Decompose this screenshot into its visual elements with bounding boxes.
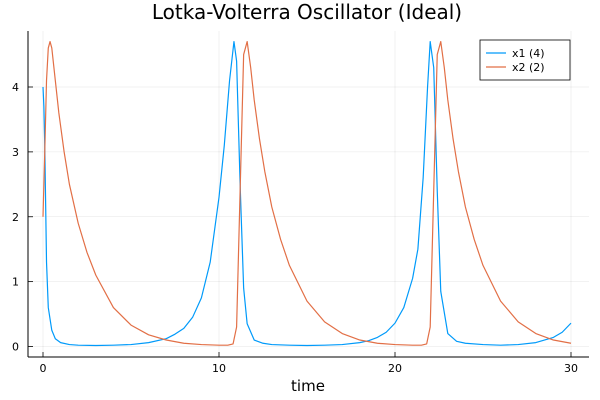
y-tick-label: 0 xyxy=(12,341,19,354)
grid xyxy=(28,31,589,357)
x-tick-label: 20 xyxy=(388,362,402,375)
x-tick-label: 30 xyxy=(564,362,578,375)
series-line-1 xyxy=(42,40,572,347)
y-tick-label: 2 xyxy=(12,211,19,224)
chart-title: Lotka-Volterra Oscillator (Ideal) xyxy=(152,0,462,24)
axes xyxy=(27,31,589,358)
y-tick-label: 3 xyxy=(12,146,19,159)
y-tick-label: 1 xyxy=(12,276,19,289)
x-tick-label: 0 xyxy=(40,362,47,375)
legend-label-1: x1 (4) xyxy=(512,47,545,60)
legend-box xyxy=(479,39,571,81)
tick-labels: 0 10 20 30 0 1 2 3 4 xyxy=(12,81,578,375)
x-axis-label: time xyxy=(291,377,325,395)
series-lines xyxy=(42,40,572,347)
y-tick-label: 4 xyxy=(12,81,19,94)
series-line-2 xyxy=(42,40,572,346)
legend-label-2: x2 (2) xyxy=(512,61,545,74)
x-tick-label: 10 xyxy=(212,362,226,375)
legend: x1 (4)x2 (2) xyxy=(479,39,571,81)
